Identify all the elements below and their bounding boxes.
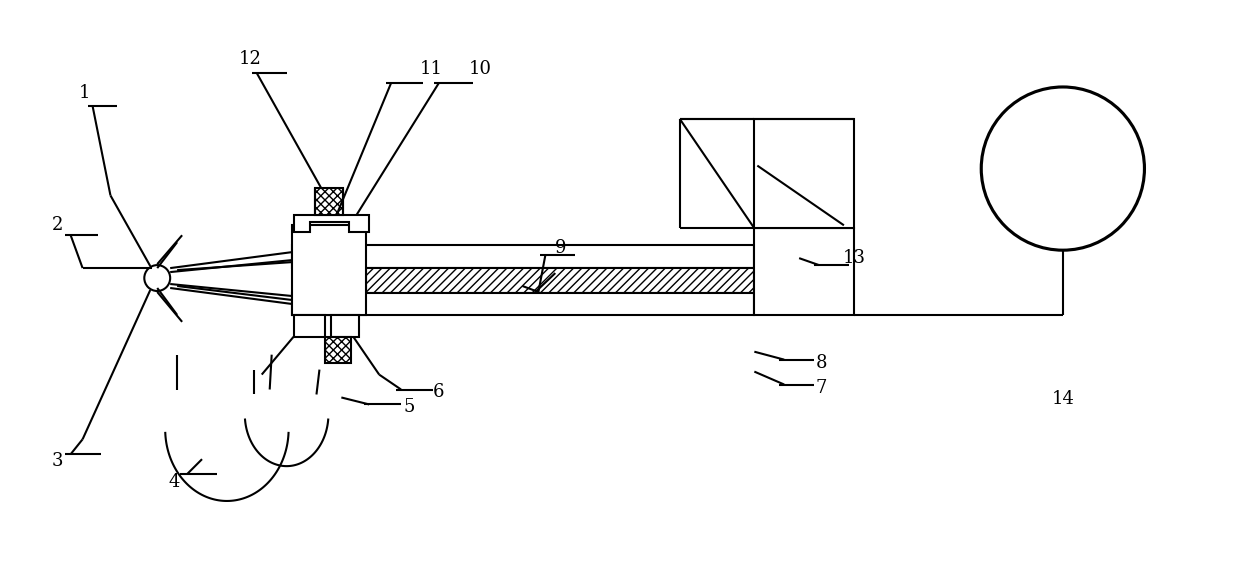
- Bar: [291, 245, 755, 268]
- Bar: [326, 337, 352, 363]
- Polygon shape: [294, 215, 369, 232]
- Text: 12: 12: [238, 50, 261, 68]
- Text: 4: 4: [169, 473, 180, 491]
- Text: 10: 10: [470, 60, 492, 78]
- Text: 5: 5: [404, 399, 415, 416]
- Bar: [291, 225, 367, 315]
- Bar: [316, 188, 343, 215]
- Text: 1: 1: [79, 84, 90, 102]
- Text: 6: 6: [434, 384, 445, 401]
- Bar: [367, 268, 755, 293]
- Text: 2: 2: [52, 217, 63, 234]
- Bar: [755, 119, 854, 228]
- Text: 13: 13: [843, 249, 865, 267]
- Text: 8: 8: [815, 354, 826, 372]
- Text: 9: 9: [555, 239, 566, 257]
- Text: 11: 11: [420, 60, 442, 78]
- Bar: [294, 315, 326, 337]
- Bar: [755, 228, 854, 315]
- Bar: [291, 293, 755, 315]
- Text: 7: 7: [815, 378, 826, 396]
- Text: 14: 14: [1052, 391, 1074, 408]
- Bar: [331, 315, 359, 337]
- Text: 3: 3: [52, 452, 63, 470]
